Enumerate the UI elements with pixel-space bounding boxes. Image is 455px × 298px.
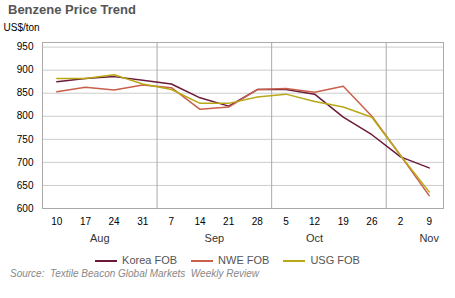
- svg-text:Oct: Oct: [306, 232, 323, 244]
- svg-text:17: 17: [80, 216, 92, 227]
- svg-text:600: 600: [17, 203, 34, 214]
- html-text:Korea FOB: Korea FOB: [122, 254, 178, 266]
- html-text:Source: Textile Beacon Global: Source: Textile Beacon Global Markets We…: [10, 268, 259, 279]
- svg-text:31: 31: [137, 216, 149, 227]
- svg-text:Aug: Aug: [90, 232, 110, 244]
- svg-text:Sep: Sep: [205, 232, 225, 244]
- svg-text:28: 28: [252, 216, 264, 227]
- svg-text:2: 2: [398, 216, 404, 227]
- svg-text:10: 10: [51, 216, 63, 227]
- svg-text:US$/ton: US$/ton: [4, 22, 40, 33]
- svg-text:900: 900: [17, 64, 34, 75]
- svg-text:12: 12: [309, 216, 321, 227]
- svg-text:Nov: Nov: [419, 232, 439, 244]
- svg-text:24: 24: [109, 216, 121, 227]
- svg-text:26: 26: [366, 216, 378, 227]
- svg-text:19: 19: [338, 216, 350, 227]
- html-text:Benzene Price Trend: Benzene Price Trend: [8, 2, 136, 17]
- svg-text:7: 7: [169, 216, 175, 227]
- svg-text:800: 800: [17, 110, 34, 121]
- svg-text:650: 650: [17, 180, 34, 191]
- svg-text:21: 21: [223, 216, 235, 227]
- svg-text:5: 5: [283, 216, 289, 227]
- html-text:NWE FOB: NWE FOB: [218, 254, 270, 266]
- svg-text:950: 950: [17, 41, 34, 52]
- svg-text:750: 750: [17, 134, 34, 145]
- svg-text:9: 9: [426, 216, 432, 227]
- svg-text:14: 14: [194, 216, 206, 227]
- svg-text:850: 850: [17, 87, 34, 98]
- html-text:USG FOB: USG FOB: [310, 254, 360, 266]
- svg-text:700: 700: [17, 157, 34, 168]
